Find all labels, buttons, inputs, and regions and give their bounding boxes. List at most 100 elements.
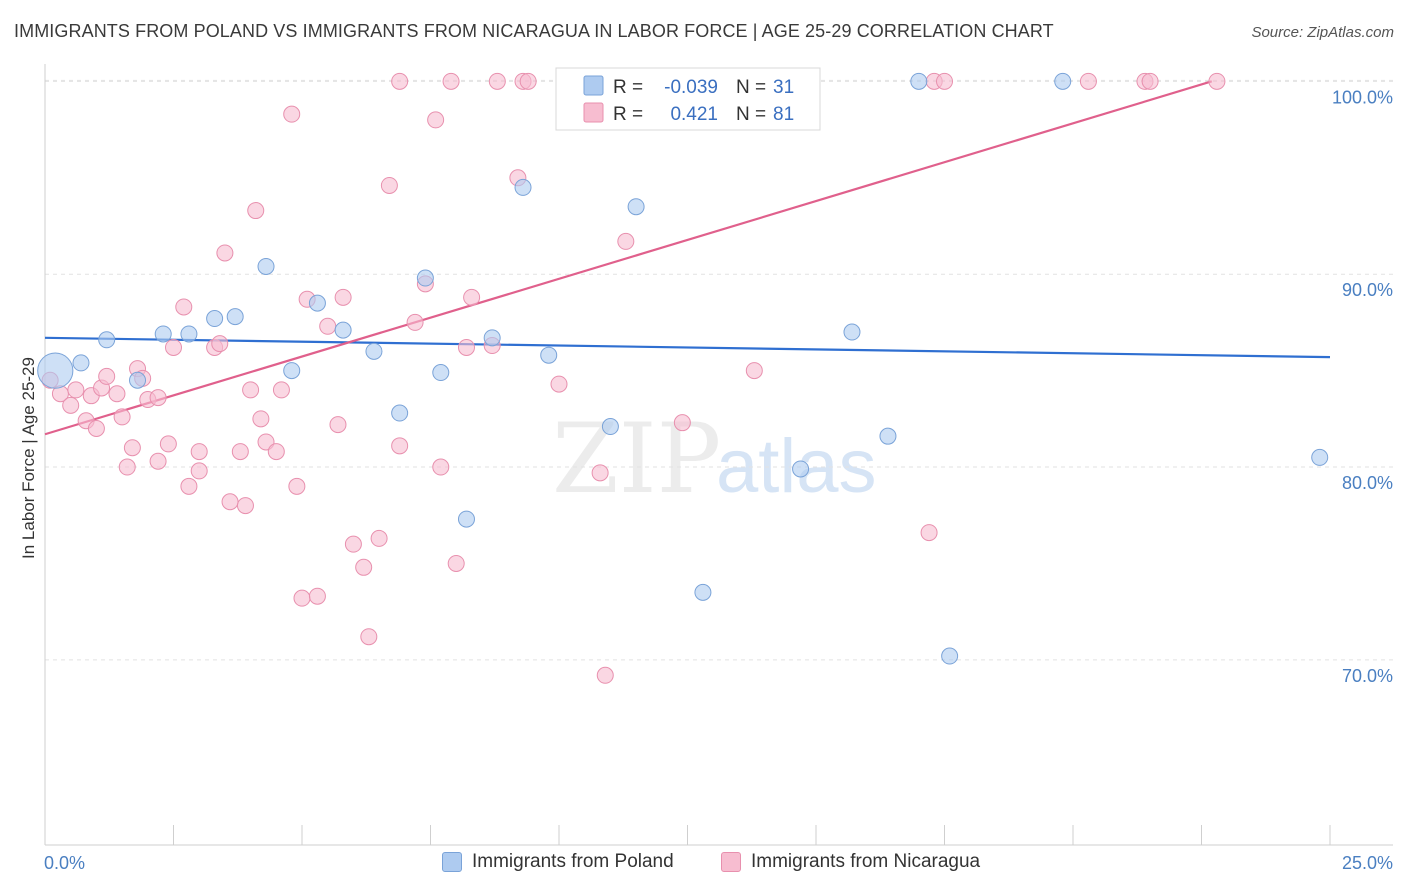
nicaragua-n-label: N = [736, 104, 766, 125]
poland-point [910, 72, 928, 90]
nicaragua-point [370, 529, 388, 547]
nicaragua-point [360, 628, 378, 646]
nicaragua-point [391, 72, 409, 90]
poland-point [416, 269, 434, 287]
poland-point [283, 362, 301, 380]
poland-point [98, 331, 116, 349]
poland-point [37, 352, 74, 389]
nicaragua-point [113, 408, 131, 426]
nicaragua-point [216, 244, 234, 262]
nicaragua-point [190, 443, 208, 461]
nicaragua-point [190, 462, 208, 480]
poland-point [391, 404, 409, 422]
poland-point [257, 257, 275, 275]
nicaragua-point [1141, 72, 1159, 90]
nicaragua-point [98, 367, 116, 385]
nicaragua-point [108, 385, 126, 403]
nicaragua-point [334, 288, 352, 306]
nicaragua-point [355, 558, 373, 576]
poland-r-label: R = [613, 77, 643, 98]
poland-point [514, 178, 532, 196]
nicaragua-point [745, 362, 763, 380]
nicaragua-r-value: 0.421 [670, 104, 718, 125]
nicaragua-point [211, 335, 229, 353]
nicaragua-point [391, 437, 409, 455]
source-credit: Source: ZipAtlas.com [1251, 24, 1394, 41]
poland-point [1054, 72, 1072, 90]
nicaragua-point [329, 416, 347, 434]
nicaragua-point [447, 554, 465, 572]
nicaragua-point [231, 443, 249, 461]
y-tick-label: 80.0% [1342, 473, 1393, 493]
nicaragua-point [936, 72, 953, 90]
nicaragua-point [380, 176, 398, 194]
series-legend: Immigrants from Poland Immigrants from N… [0, 851, 1406, 879]
poland-point [1311, 448, 1329, 466]
nicaragua-point [267, 443, 285, 461]
poland-point [792, 460, 810, 478]
nicaragua-point [123, 439, 141, 457]
nicaragua-point [442, 72, 460, 90]
x-tick-label-min: 0.0% [44, 853, 85, 873]
nicaragua-point [67, 381, 85, 399]
nicaragua-point [236, 497, 254, 515]
nicaragua-point [617, 232, 635, 250]
poland-n-value: 31 [773, 77, 794, 98]
poland-point [154, 325, 172, 343]
poland-point [627, 198, 645, 216]
nicaragua-point [457, 338, 475, 356]
nicaragua-point [463, 288, 481, 306]
legend-item-poland[interactable]: Immigrants from Poland [442, 851, 674, 873]
nicaragua-point [149, 452, 167, 470]
nicaragua-point [673, 414, 691, 432]
poland-point [365, 342, 383, 360]
poland-point [72, 354, 90, 372]
nicaragua-point [319, 317, 337, 335]
nicaragua-point [87, 419, 105, 437]
nicaragua-point [180, 477, 198, 495]
nicaragua-point [247, 202, 265, 220]
watermark-zip: ZIP [552, 403, 721, 515]
nicaragua-point [252, 410, 270, 428]
poland-point [334, 321, 352, 339]
stats-legend: R = -0.039 N = 31 R = 0.421 N = 81 [555, 67, 821, 131]
nicaragua-point [920, 524, 938, 542]
y-tick-label: 70.0% [1342, 666, 1393, 686]
y-tick-label: 90.0% [1342, 280, 1393, 300]
y-tick-labels: 70.0% 80.0% 90.0% 100.0% [1332, 87, 1393, 686]
poland-legend-swatch [583, 75, 604, 96]
y-axis-label: In Labor Force | Age 25-29 [19, 357, 38, 559]
poland-point [694, 583, 712, 601]
nicaragua-n-value: 81 [773, 104, 794, 125]
nicaragua-point [1079, 72, 1097, 90]
nicaragua-point [406, 313, 424, 331]
nicaragua-point [159, 435, 177, 453]
legend-label-poland: Immigrants from Poland [472, 851, 674, 872]
nicaragua-legend-swatch [583, 102, 604, 123]
nicaragua-point [344, 535, 362, 553]
trend-line-poland [44, 336, 1331, 359]
nicaragua-swatch [721, 852, 741, 872]
legend-label-nicaragua: Immigrants from Nicaragua [751, 851, 981, 872]
poland-point [129, 371, 147, 389]
nicaragua-point [308, 587, 326, 605]
poland-point [483, 329, 501, 347]
poland-point [879, 427, 897, 445]
poland-point [226, 308, 244, 326]
poland-point [308, 294, 326, 312]
nicaragua-point [165, 338, 182, 356]
nicaragua-point [242, 381, 260, 399]
nicaragua-point [118, 458, 136, 476]
poland-point [601, 418, 619, 436]
trend-lines [44, 80, 1331, 436]
gridlines [45, 79, 1393, 661]
nicaragua-point [283, 105, 301, 123]
nicaragua-r-label: R = [613, 104, 643, 125]
nicaragua-point [149, 389, 167, 407]
legend-item-nicaragua[interactable]: Immigrants from Nicaragua [721, 851, 980, 873]
poland-n-label: N = [736, 77, 766, 98]
poland-point [432, 364, 450, 382]
poland-swatch [442, 852, 462, 872]
poland-point [180, 325, 198, 343]
